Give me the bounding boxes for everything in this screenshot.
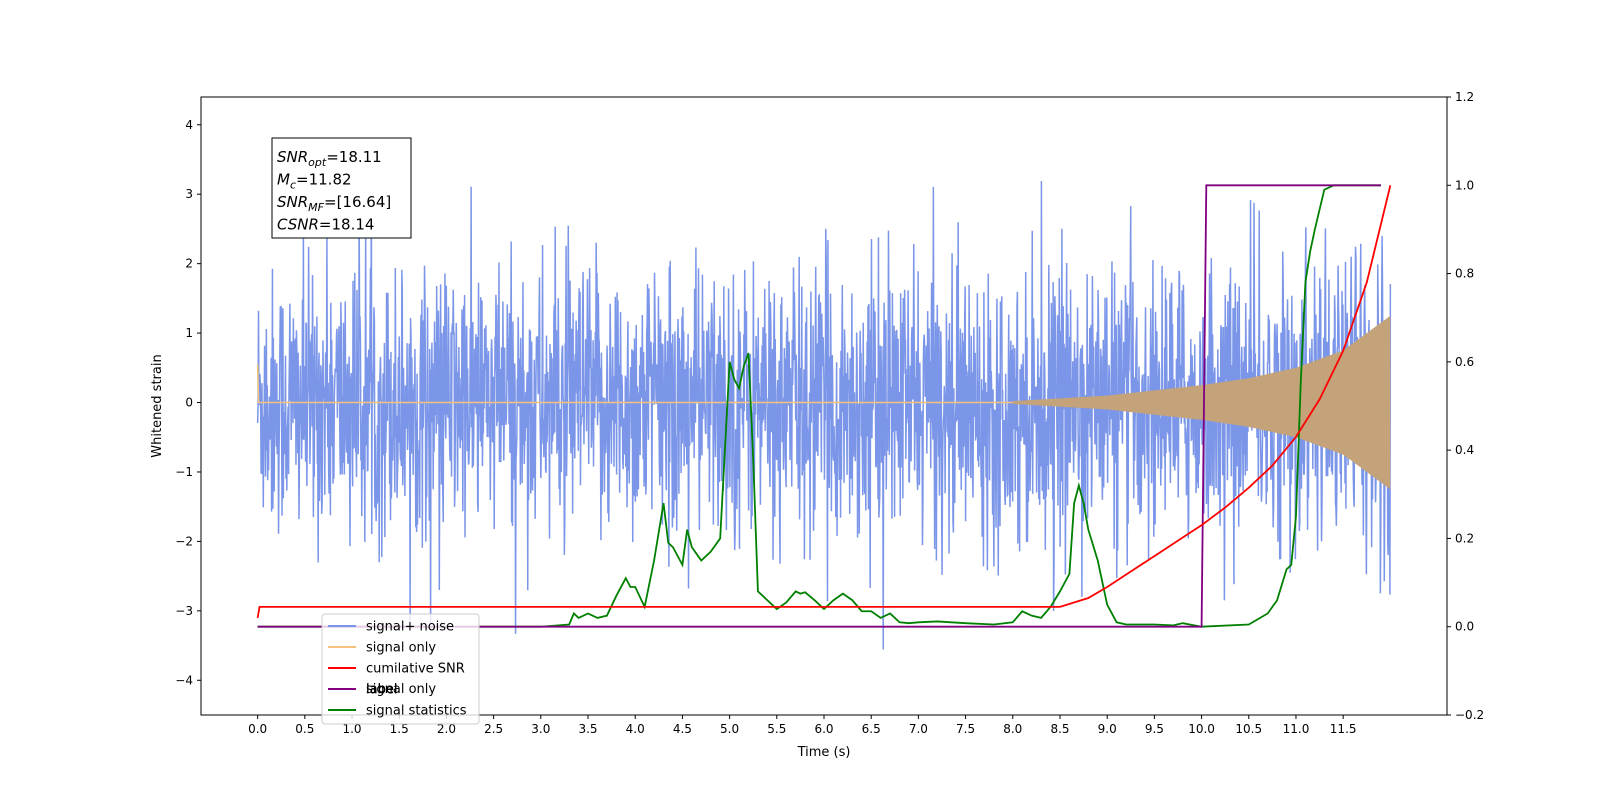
- annotation-frame: [271, 137, 412, 239]
- x-tick-label: 8.5: [1050, 722, 1069, 736]
- x-tick-label: 2.0: [437, 722, 456, 736]
- x-axis: 0.0 0.5 1.0 1.5 2.0 2.5 3.0 3.5 4.0 4.5 5.0 5.5 6.0 6…: [248, 715, 1357, 736]
- x-tick-label: 1.5: [390, 722, 409, 736]
- x-tick-label: 10.5: [1235, 722, 1262, 736]
- x-tick-label: 5.5: [767, 722, 786, 736]
- legend-label: label: [366, 683, 397, 698]
- x-tick-label: 3.5: [578, 722, 597, 736]
- y2-tick-label: 0.4: [1455, 443, 1474, 457]
- x-tick-label: 7.5: [956, 722, 975, 736]
- y-tick-label: 2: [185, 257, 193, 271]
- series-label-line: [257, 184, 1381, 628]
- y-tick-label: −2: [175, 534, 193, 548]
- y-tick-label: 0: [185, 396, 193, 410]
- x-tick-label: 4.5: [673, 722, 692, 736]
- y2-tick-label: 0.2: [1455, 531, 1474, 545]
- y2-tick-label: 1.2: [1455, 90, 1474, 104]
- y-tick-label: −1: [175, 465, 193, 479]
- x-tick-label: 9.5: [1145, 722, 1164, 736]
- y2-tick-label: 0.0: [1455, 620, 1474, 634]
- annotation-line: CSNR=18.14: [277, 216, 374, 234]
- annotation-line: SNRMF=[16.64]: [277, 193, 391, 214]
- legend-label-overlay: label: [366, 682, 397, 697]
- x-tick-label: 4.0: [626, 722, 645, 736]
- x-tick-label: 5.0: [720, 722, 739, 736]
- legend-label: signal+ noise: [366, 620, 454, 635]
- x-axis-label: Time (s): [797, 745, 851, 760]
- legend-label: cumilative SNR: [366, 662, 465, 677]
- x-tick-label: 7.0: [909, 722, 928, 736]
- y2-tick-label: −0.2: [1455, 708, 1484, 722]
- y-axis-right: −0.2 0.0 0.2 0.4 0.6 0.8 1.0 1.2: [1447, 90, 1484, 722]
- x-tick-label: 3.0: [531, 722, 550, 736]
- x-tick-label: 2.5: [484, 722, 503, 736]
- x-tick-label: 11.5: [1330, 722, 1357, 736]
- y-tick-label: 4: [185, 118, 193, 132]
- x-tick-label: 9.0: [1098, 722, 1117, 736]
- legend-hidden-text: signal only: [366, 682, 436, 697]
- x-tick-label: 1.0: [342, 722, 361, 736]
- x-tick-label: 11.0: [1283, 722, 1310, 736]
- series-cumulative-snr-line: [256, 185, 1392, 619]
- series-layer: [256, 151, 1392, 650]
- y2-tick-label: 0.6: [1455, 355, 1474, 369]
- y2-tick-label: 1.0: [1455, 178, 1474, 192]
- y-tick-label: −4: [175, 673, 193, 687]
- x-tick-label: 0.5: [295, 722, 314, 736]
- y2-tick-label: 0.8: [1455, 267, 1474, 281]
- x-tick-label: 0.0: [248, 722, 267, 736]
- annotation-line: Mc=11.82: [277, 171, 352, 192]
- y-tick-label: 3: [185, 187, 193, 201]
- series-signal-only-envelope: [1012, 315, 1391, 490]
- x-tick-label: 6.5: [862, 722, 881, 736]
- y-axis-label: Whitened strain: [150, 354, 165, 457]
- legend-frame: [321, 613, 480, 725]
- legend-label: signal statistics: [366, 704, 467, 719]
- y-tick-label: 1: [185, 326, 193, 340]
- y-axis-left: −4 −3 −2 −1 0 1 2 3 4: [175, 118, 201, 687]
- legend-label: signal only: [366, 641, 436, 656]
- series-signal-statistics-line: [257, 184, 1381, 628]
- y-tick-label: −3: [175, 604, 193, 618]
- legend: signal+ noise signal only cumilative SNR la…: [321, 613, 480, 725]
- annotation-line: SNRopt=18.11: [277, 148, 382, 169]
- x-tick-label: 8.0: [1003, 722, 1022, 736]
- x-tick-label: 6.0: [814, 722, 833, 736]
- x-tick-label: 10.0: [1188, 722, 1215, 736]
